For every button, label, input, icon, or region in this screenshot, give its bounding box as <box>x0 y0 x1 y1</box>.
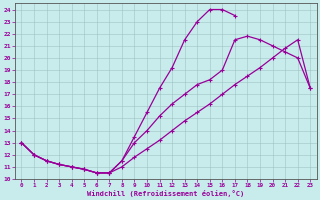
X-axis label: Windchill (Refroidissement éolien,°C): Windchill (Refroidissement éolien,°C) <box>87 190 244 197</box>
